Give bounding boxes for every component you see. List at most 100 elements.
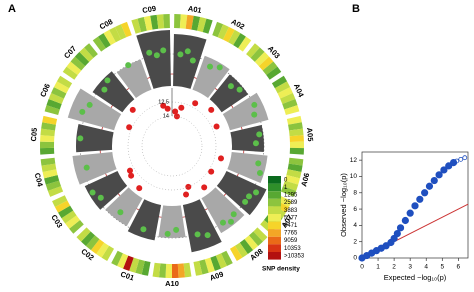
- density-segment: [103, 29, 116, 46]
- snp-point: [216, 64, 223, 71]
- density-segment: [92, 36, 106, 52]
- snp-point: [172, 108, 179, 115]
- density-segment: [185, 14, 194, 30]
- density-segment: [199, 259, 209, 275]
- snp-point: [128, 172, 135, 179]
- legend-swatch: [268, 214, 281, 222]
- snp-point: [236, 86, 243, 93]
- snp-point: [230, 211, 237, 218]
- snp-point: [201, 184, 208, 191]
- density-segment: [163, 14, 170, 29]
- snp-point: [189, 57, 196, 64]
- density-segment: [41, 122, 56, 131]
- y-tick-label: 0: [353, 255, 357, 262]
- snp-point: [255, 160, 262, 167]
- density-segment: [137, 17, 147, 33]
- density-segment: [288, 122, 303, 131]
- density-segment: [248, 231, 263, 247]
- radial-tick-label: 14: [163, 113, 169, 119]
- snp-point: [252, 140, 259, 147]
- snp-point: [86, 101, 93, 108]
- density-segment: [229, 245, 243, 261]
- snp-point: [208, 106, 215, 113]
- density-segment: [277, 87, 293, 99]
- legend-swatch: [268, 206, 281, 214]
- density-segment: [289, 147, 304, 155]
- y-tick-label: 12: [350, 157, 358, 164]
- chromosome-label: C05: [29, 127, 39, 141]
- density-segment: [52, 195, 68, 207]
- density-segment: [84, 43, 98, 58]
- qq-point: [406, 209, 414, 217]
- density-segment: [262, 61, 278, 76]
- qq-point: [393, 229, 401, 238]
- x-tick-label: 2: [392, 264, 396, 271]
- legend-label: 6471: [284, 223, 298, 229]
- snp-point: [227, 218, 234, 225]
- x-tick-label: 1: [376, 264, 380, 271]
- panel-label: B: [352, 3, 360, 15]
- snp-point: [173, 226, 180, 233]
- density-segment: [143, 15, 153, 31]
- density-segment: [244, 235, 259, 251]
- density-segment: [202, 18, 213, 34]
- snp-point: [146, 49, 153, 56]
- density-segment: [165, 263, 172, 278]
- snp-point: [227, 83, 234, 90]
- track-bar: [222, 92, 269, 131]
- density-segment: [183, 262, 192, 278]
- density-segment: [44, 105, 60, 116]
- density-segment: [81, 231, 96, 247]
- density-segment: [215, 253, 227, 269]
- snp-point: [140, 226, 147, 233]
- chromosome-label: C09: [142, 4, 157, 15]
- qq-point: [458, 156, 464, 162]
- y-tick-label: 6: [353, 206, 357, 213]
- density-segment: [280, 92, 296, 104]
- legend-label: 3883: [284, 208, 298, 214]
- chromosome-label: A05: [305, 127, 315, 141]
- snp-point: [160, 102, 167, 109]
- density-segment: [61, 210, 77, 224]
- density-segment: [40, 147, 55, 155]
- density-segment: [234, 242, 248, 258]
- chromosome-label: A09: [209, 270, 225, 283]
- density-segment: [98, 33, 111, 49]
- qq-point: [382, 242, 390, 250]
- density-segment: [150, 14, 159, 30]
- y-tick-label: 10: [350, 173, 358, 180]
- snp-point: [246, 193, 253, 200]
- density-segment: [289, 141, 304, 149]
- density-segment: [177, 263, 185, 278]
- density-segment: [109, 26, 122, 43]
- qq-point: [401, 216, 409, 225]
- track-bar: [158, 205, 186, 238]
- snp-point: [256, 131, 263, 138]
- radial-grid: [141, 115, 203, 177]
- track-bar: [216, 171, 267, 216]
- legend-label: 5177: [284, 215, 298, 221]
- snp-point: [97, 194, 104, 201]
- legend-label: 7765: [284, 231, 298, 237]
- snp-point: [153, 52, 160, 59]
- qq-point: [396, 224, 405, 232]
- legend-label: >10353: [284, 253, 305, 259]
- snp-point: [242, 198, 249, 205]
- snp-point: [251, 101, 258, 108]
- snp-point: [125, 62, 132, 69]
- track-bar: [72, 151, 117, 185]
- track-bar: [230, 124, 264, 152]
- density-segment: [212, 21, 224, 38]
- y-tick-label: 4: [353, 222, 357, 229]
- y-axis-label: Observed −log₁₀(p): [339, 173, 348, 237]
- density-segment: [51, 87, 67, 99]
- legend-label: 10353: [284, 246, 301, 252]
- density-segment: [197, 17, 207, 33]
- density-segment: [159, 263, 167, 278]
- density-segment: [253, 227, 268, 242]
- track-bar: [173, 34, 207, 89]
- chromosome-label: A10: [165, 279, 179, 287]
- snp-point: [101, 86, 108, 93]
- density-segment: [101, 245, 115, 261]
- density-segment: [282, 180, 299, 191]
